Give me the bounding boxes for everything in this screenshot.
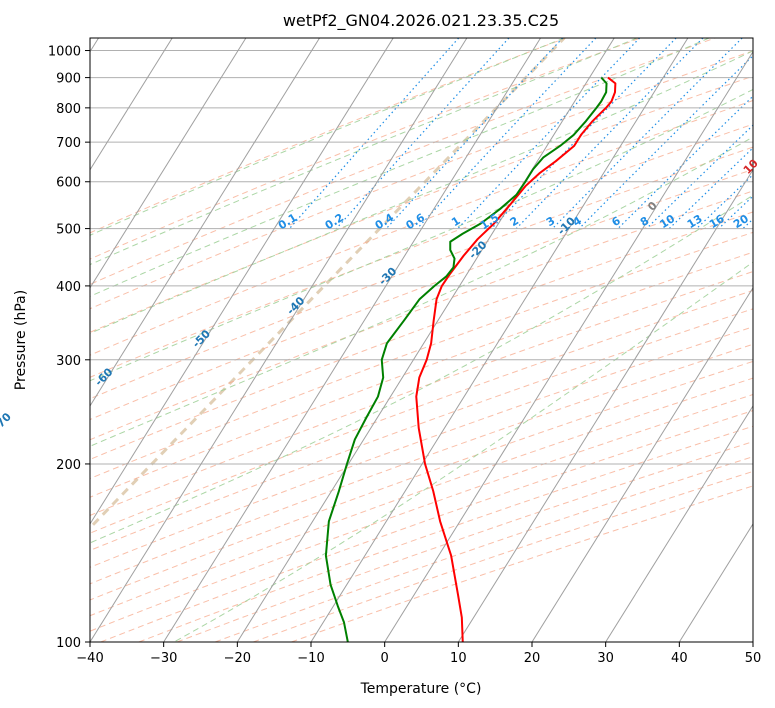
moist-adiabat <box>90 88 753 382</box>
chart-title: wetPf2_GN04.2026.021.23.35.C25 <box>283 11 559 31</box>
x-tick-label: 10 <box>450 651 467 666</box>
y-tick-label: 1000 <box>48 45 81 60</box>
dry-adiabat <box>90 99 753 356</box>
isotherm-line <box>163 38 541 642</box>
x-tick-label: −10 <box>297 651 324 666</box>
moist-adiabat <box>90 50 753 334</box>
y-tick-label: 600 <box>56 176 81 191</box>
isotherm-line <box>90 38 173 171</box>
x-tick-label: 50 <box>745 651 762 666</box>
dry-adiabat <box>90 271 753 516</box>
data-series <box>324 76 617 642</box>
x-tick-label: −30 <box>150 651 177 666</box>
dry-adiabat <box>90 190 753 441</box>
profile-line <box>324 76 608 642</box>
dry-adiabat <box>90 231 753 480</box>
isotherm-line <box>90 38 320 407</box>
x-tick-label: 40 <box>671 651 688 666</box>
plot-frame <box>89 37 754 643</box>
moist-adiabat <box>173 261 753 642</box>
x-tick-label: −20 <box>224 651 251 666</box>
isotherm-line <box>90 38 247 289</box>
moist-adiabat <box>90 38 710 297</box>
isotherm-line <box>310 38 689 642</box>
mixing-ratio-line <box>385 38 564 229</box>
mixing-ratio-line <box>491 38 677 229</box>
dry-adiabat <box>90 308 753 551</box>
x-axis-label: Temperature (°C) <box>360 681 482 697</box>
mixing-ratio-line <box>416 38 597 229</box>
y-tick-label: 300 <box>56 354 81 369</box>
mixing-ratio-line <box>552 38 743 230</box>
mixing-ratio-line <box>646 124 753 230</box>
moist-adiabat <box>90 194 753 544</box>
dry-adiabat <box>90 211 753 460</box>
isotherm-line <box>236 38 615 642</box>
dry-adiabat <box>90 38 641 260</box>
y-tick-label: 700 <box>56 136 81 151</box>
profile-line <box>415 76 617 642</box>
isotherm-line <box>90 38 468 642</box>
x-tick-label: 0 <box>381 651 389 666</box>
mixing-ratio-line <box>289 38 460 229</box>
dry-adiabat <box>90 123 753 378</box>
x-tick-label: 30 <box>597 651 614 666</box>
dry-adiabat <box>90 377 753 617</box>
y-tick-label: 200 <box>56 458 81 473</box>
dry-adiabat <box>90 38 716 285</box>
mixing-ratio-line <box>457 38 641 229</box>
y-tick-label: 900 <box>56 72 81 87</box>
mixing-ratio-line <box>768 38 775 229</box>
background-lines <box>90 38 775 642</box>
y-tick-label: 500 <box>56 223 81 238</box>
dry-adiabat <box>90 38 566 234</box>
y-tick-label: 400 <box>56 280 81 295</box>
dry-adiabat <box>90 168 753 421</box>
isotherm-line <box>605 404 753 642</box>
y-axis-label: Pressure (hPa) <box>13 290 29 390</box>
moist-adiabat <box>90 38 638 266</box>
isotherm-line <box>752 641 753 642</box>
dry-adiabat <box>90 289 753 534</box>
isotherm-line <box>678 522 753 642</box>
dry-adiabat <box>90 393 753 632</box>
isotherm-line <box>531 286 753 642</box>
x-tick-label: 20 <box>524 651 541 666</box>
moist-adiabat <box>90 38 565 236</box>
y-tick-label: 100 <box>56 636 81 651</box>
moist-adiabat <box>90 136 753 447</box>
isotherm-line <box>457 168 753 642</box>
dry-adiabat <box>90 251 753 498</box>
isotherm-line <box>90 38 394 525</box>
y-tick-label: 800 <box>56 102 81 117</box>
dry-adiabat-label: -70 <box>0 410 14 433</box>
x-tick-label: −40 <box>76 651 103 666</box>
